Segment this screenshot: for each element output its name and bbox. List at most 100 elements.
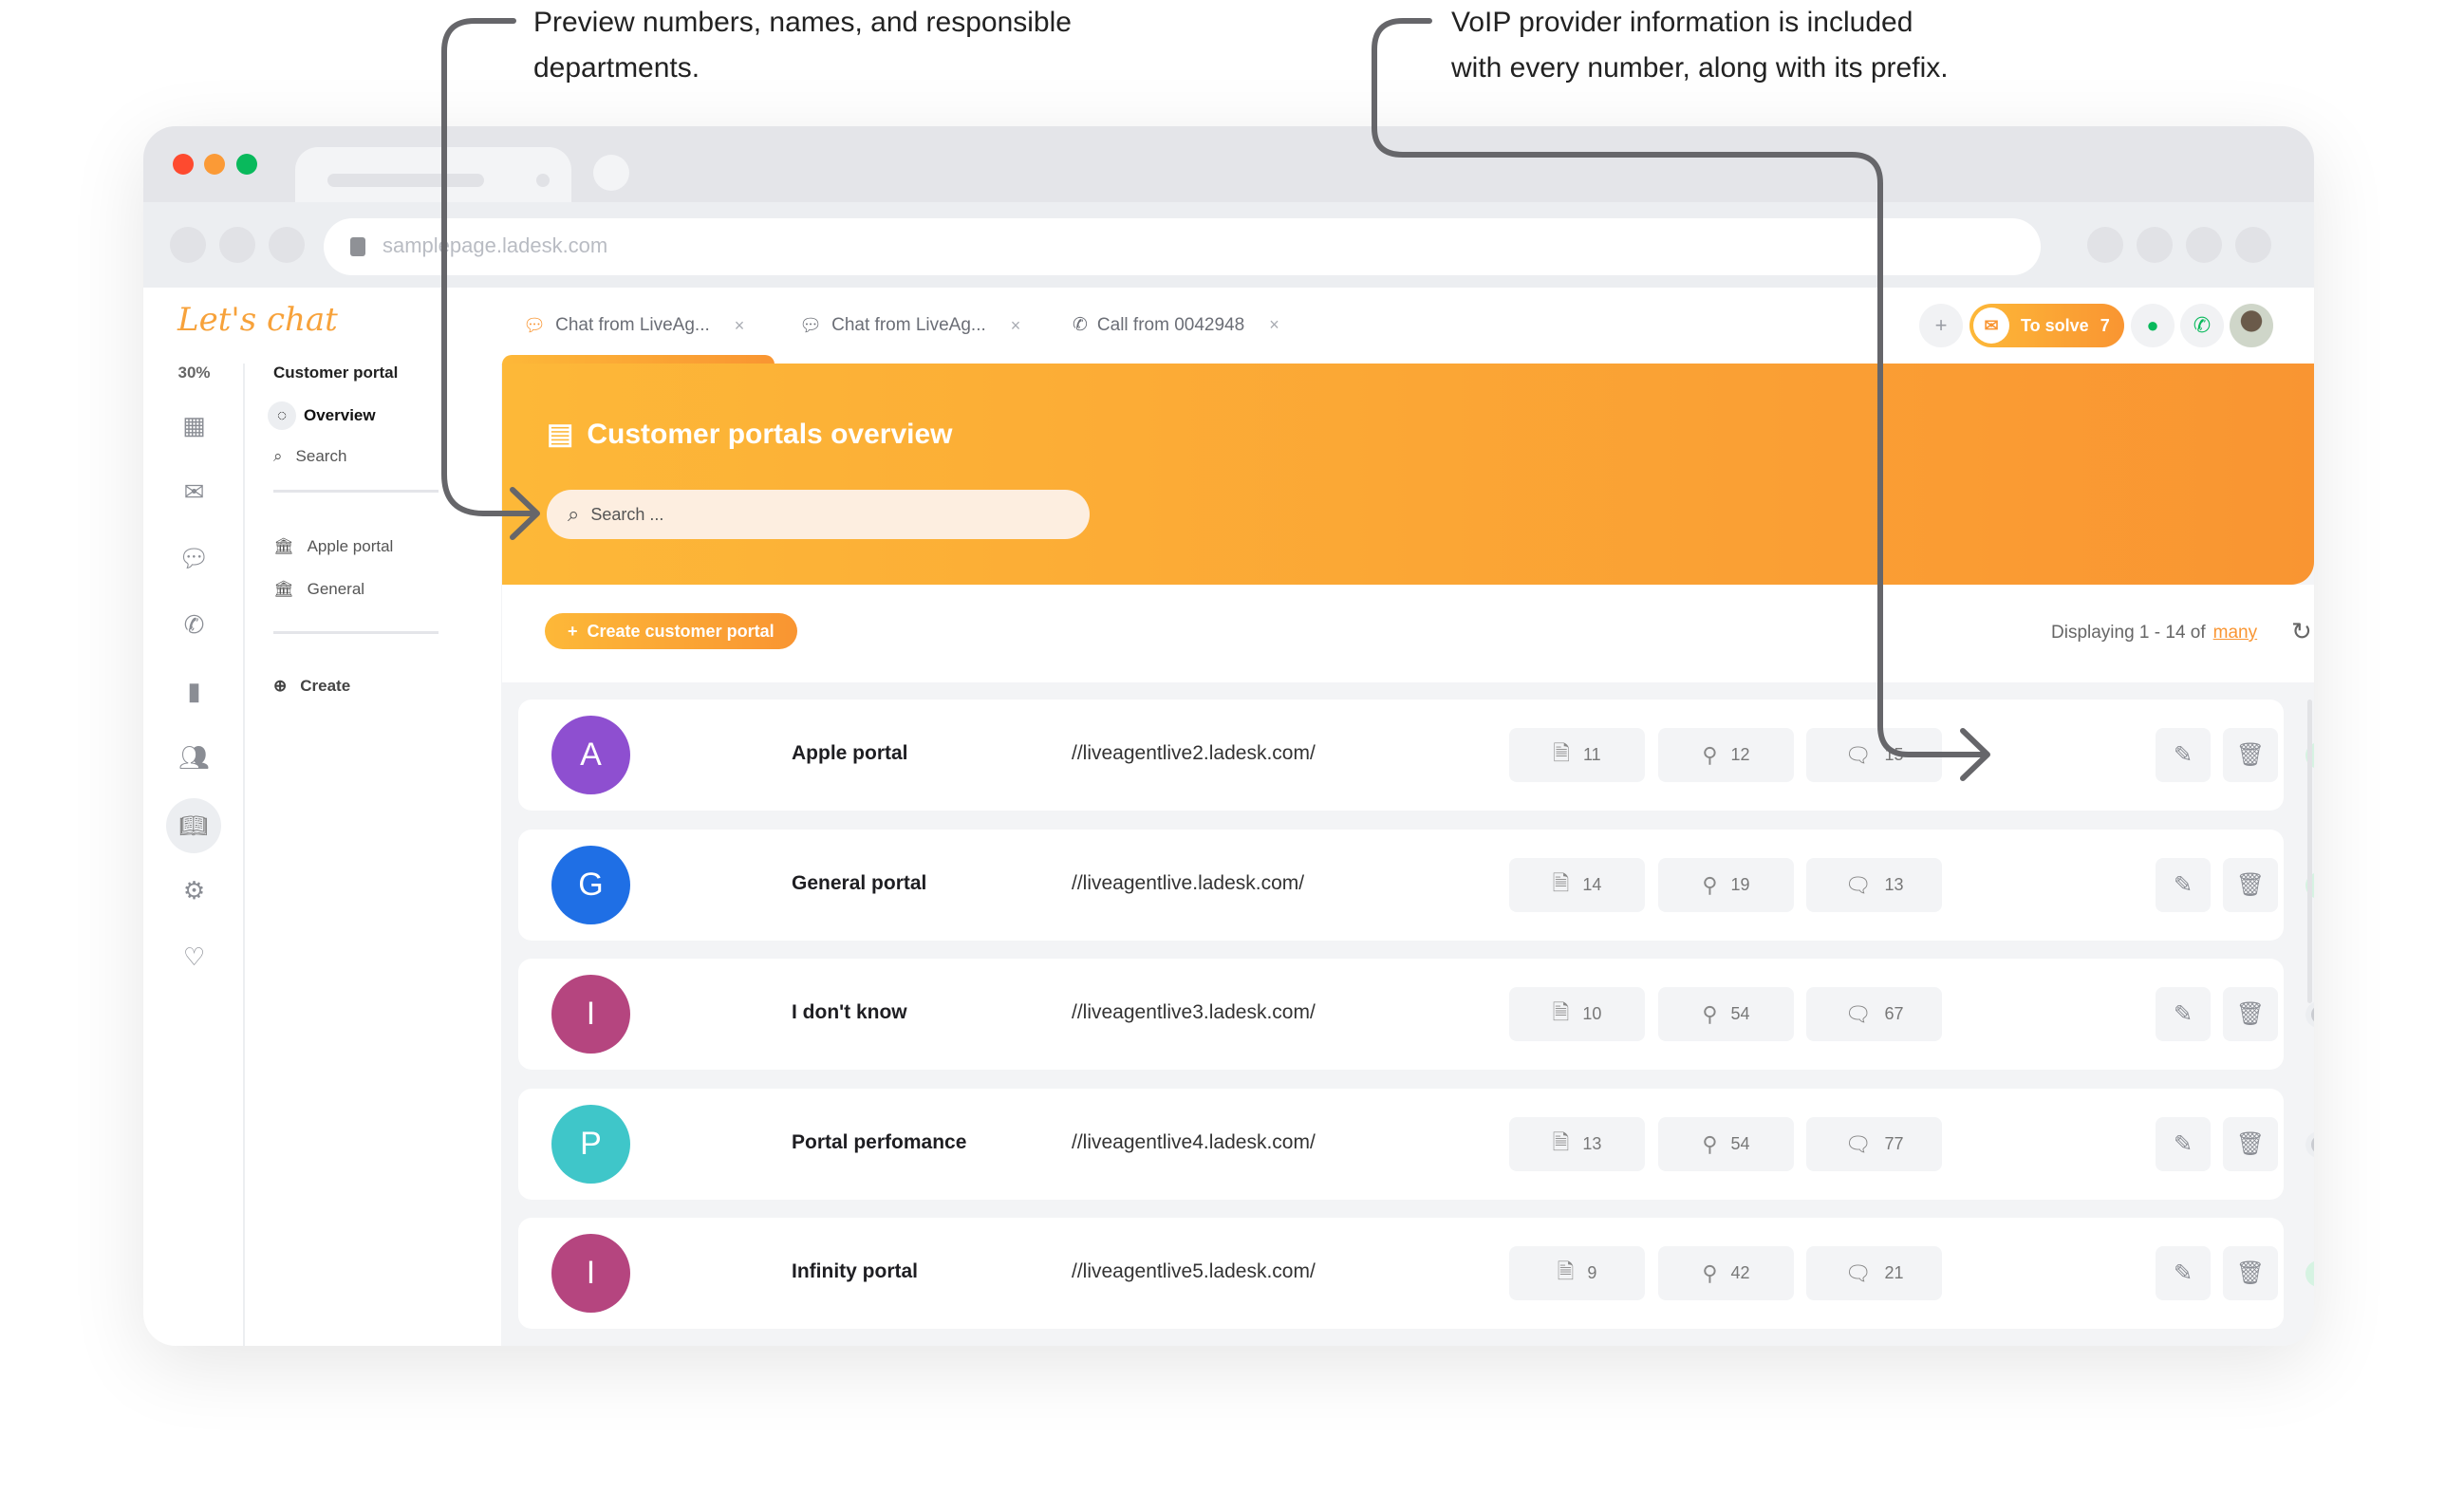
sidebar-item-apple-portal[interactable]: 🏛︎ Apple portal xyxy=(273,537,393,556)
address-bar[interactable]: samplepage.ladesk.com xyxy=(324,218,2041,275)
articles-count[interactable]: 🗎︎ 13 xyxy=(1509,1117,1645,1171)
knowledgebase-icon[interactable]: 📖︎ xyxy=(166,798,221,853)
enabled-toggle[interactable] xyxy=(2305,1260,2314,1287)
reports-icon[interactable]: ▮ xyxy=(187,677,201,705)
phone-status-icon[interactable]: ✆ xyxy=(2180,304,2224,347)
edit-button[interactable]: ✎ xyxy=(2156,1117,2211,1171)
add-button[interactable]: + xyxy=(1919,304,1963,347)
edit-icon: ✎ xyxy=(2173,742,2193,768)
contacts-icon[interactable]: 👥︎ xyxy=(177,743,210,772)
chat-icon[interactable]: 💬︎ xyxy=(177,544,210,572)
edit-icon: ✎ xyxy=(2173,1131,2193,1157)
forward-button[interactable] xyxy=(219,227,255,263)
maximize-window-button[interactable] xyxy=(236,154,257,175)
articles-count[interactable]: 🗎︎ 14 xyxy=(1509,858,1645,912)
ideas-count[interactable]: ⚲ 19 xyxy=(1658,858,1794,912)
forum-count[interactable]: 🗨︎ 77 xyxy=(1806,1117,1942,1171)
tab-chat-1[interactable]: 💬︎ Chat from LiveAg... × xyxy=(523,314,744,337)
portal-name[interactable]: Apple portal xyxy=(792,742,908,764)
enabled-toggle[interactable] xyxy=(2305,1131,2314,1158)
ideas-count[interactable]: ⚲ 12 xyxy=(1658,728,1794,782)
to-solve-button[interactable]: ✉ To solve 7 xyxy=(1969,304,2124,347)
add-circle-icon: ⊕ xyxy=(273,677,288,695)
articles-count[interactable]: 🗎︎ 9 xyxy=(1509,1246,1645,1300)
annotation-arrow-right xyxy=(1372,18,1987,757)
minimize-window-button[interactable] xyxy=(204,154,225,175)
table-row[interactable]: P Portal perfomance //liveagentlive4.lad… xyxy=(518,1089,2314,1200)
forum-count[interactable]: 🗨︎ 21 xyxy=(1806,1246,1942,1300)
forum-count[interactable]: 🗨︎ 13 xyxy=(1806,858,1942,912)
table-row[interactable]: G General portal //liveagentlive.ladesk.… xyxy=(518,830,2314,941)
heart-icon[interactable]: ♡ xyxy=(182,942,206,971)
portal-name[interactable]: General portal xyxy=(792,872,927,894)
lock-icon xyxy=(350,237,365,256)
edit-button[interactable]: ✎ xyxy=(2156,987,2211,1041)
count: 11 xyxy=(1583,745,1601,764)
count: 10 xyxy=(1582,1004,1602,1023)
portal-avatar: I xyxy=(551,1234,630,1313)
arrowhead-icon xyxy=(1960,728,1990,781)
table-row[interactable]: I Infinity portal //liveagentlive5.lades… xyxy=(518,1218,2314,1329)
new-tab-button[interactable] xyxy=(593,155,629,191)
portal-url[interactable]: //liveagentlive.ladesk.com/ xyxy=(1072,872,1305,894)
ideas-count[interactable]: ⚲ 42 xyxy=(1658,1246,1794,1300)
forum-count[interactable]: 🗨︎ 67 xyxy=(1806,987,1942,1041)
tab-chat-2[interactable]: 💬︎ Chat from LiveAg... × xyxy=(799,314,1020,337)
search-input[interactable]: ⌕ Search ... xyxy=(547,490,1090,539)
forum-icon: 🗨︎ xyxy=(1844,742,1872,767)
sidebar-item-search[interactable]: ⌕ Search xyxy=(273,447,346,466)
ideas-count[interactable]: ⚲ 54 xyxy=(1658,1117,1794,1171)
enabled-toggle[interactable] xyxy=(2305,1001,2314,1028)
portal-url[interactable]: //liveagentlive5.ladesk.com/ xyxy=(1072,1260,1316,1282)
portal-name[interactable]: I don't know xyxy=(792,1001,907,1023)
delete-button[interactable]: 🗑︎ xyxy=(2223,987,2278,1041)
chat-status-icon[interactable]: ● xyxy=(2131,304,2175,347)
dashboard-icon[interactable]: ▦ xyxy=(182,411,206,439)
scrollbar[interactable] xyxy=(2307,700,2312,1003)
delete-button[interactable]: 🗑︎ xyxy=(2223,1246,2278,1300)
delete-button[interactable]: 🗑︎ xyxy=(2223,728,2278,782)
articles-count[interactable]: 🗎︎ 10 xyxy=(1509,987,1645,1041)
sidebar-item-create[interactable]: ⊕ Create xyxy=(273,677,350,696)
portal-url[interactable]: //liveagentlive4.ladesk.com/ xyxy=(1072,1131,1316,1153)
user-avatar[interactable] xyxy=(2230,304,2273,347)
browser-action-button[interactable] xyxy=(2186,227,2222,263)
edit-button[interactable]: ✎ xyxy=(2156,1246,2211,1300)
create-portal-button[interactable]: + Create customer portal xyxy=(545,613,797,649)
chat-icon: 💬︎ xyxy=(523,316,547,336)
close-tab-icon[interactable]: × xyxy=(1010,315,1021,335)
close-tab-icon[interactable]: × xyxy=(1269,315,1279,334)
portal-name[interactable]: Infinity portal xyxy=(792,1260,918,1282)
sidebar-item-overview[interactable]: ◌ Overview xyxy=(268,401,376,430)
edit-button[interactable]: ✎ xyxy=(2156,858,2211,912)
delete-button[interactable]: 🗑︎ xyxy=(2223,858,2278,912)
browser-action-button[interactable] xyxy=(2235,227,2271,263)
refresh-icon[interactable]: ↻ xyxy=(2291,617,2312,645)
many-link[interactable]: many xyxy=(2212,623,2258,643)
close-tab-icon[interactable]: × xyxy=(734,315,745,335)
list-icon: ▤ xyxy=(547,419,574,450)
sidebar-item-general[interactable]: 🏛︎ General xyxy=(273,580,364,599)
back-button[interactable] xyxy=(170,227,206,263)
portal-url[interactable]: //liveagentlive3.ladesk.com/ xyxy=(1072,1001,1316,1023)
annotation-line: Preview numbers, names, and responsible xyxy=(533,7,1072,38)
delete-button[interactable]: 🗑︎ xyxy=(2223,1117,2278,1171)
settings-icon[interactable]: ⚙ xyxy=(182,876,206,905)
browser-action-button[interactable] xyxy=(2087,227,2123,263)
ideas-count[interactable]: ⚲ 54 xyxy=(1658,987,1794,1041)
portal-url[interactable]: //liveagentlive2.ladesk.com/ xyxy=(1072,742,1316,764)
close-window-button[interactable] xyxy=(173,154,194,175)
articles-count[interactable]: 🗎︎ 11 xyxy=(1509,728,1645,782)
browser-action-button[interactable] xyxy=(2137,227,2173,263)
table-row[interactable]: I I don't know //liveagentlive3.ladesk.c… xyxy=(518,959,2314,1070)
phone-icon[interactable]: ✆ xyxy=(183,610,205,639)
email-icon[interactable]: ✉ xyxy=(183,477,205,506)
tab-call[interactable]: ✆ Call from 0042948 × xyxy=(1073,314,1279,336)
reload-button[interactable] xyxy=(269,227,305,263)
edit-button[interactable]: ✎ xyxy=(2156,728,2211,782)
portal-name[interactable]: Portal perfomance xyxy=(792,1131,967,1153)
count: 13 xyxy=(1582,1134,1602,1153)
item-label: Apple portal xyxy=(307,537,394,555)
browser-tab[interactable] xyxy=(295,147,571,202)
